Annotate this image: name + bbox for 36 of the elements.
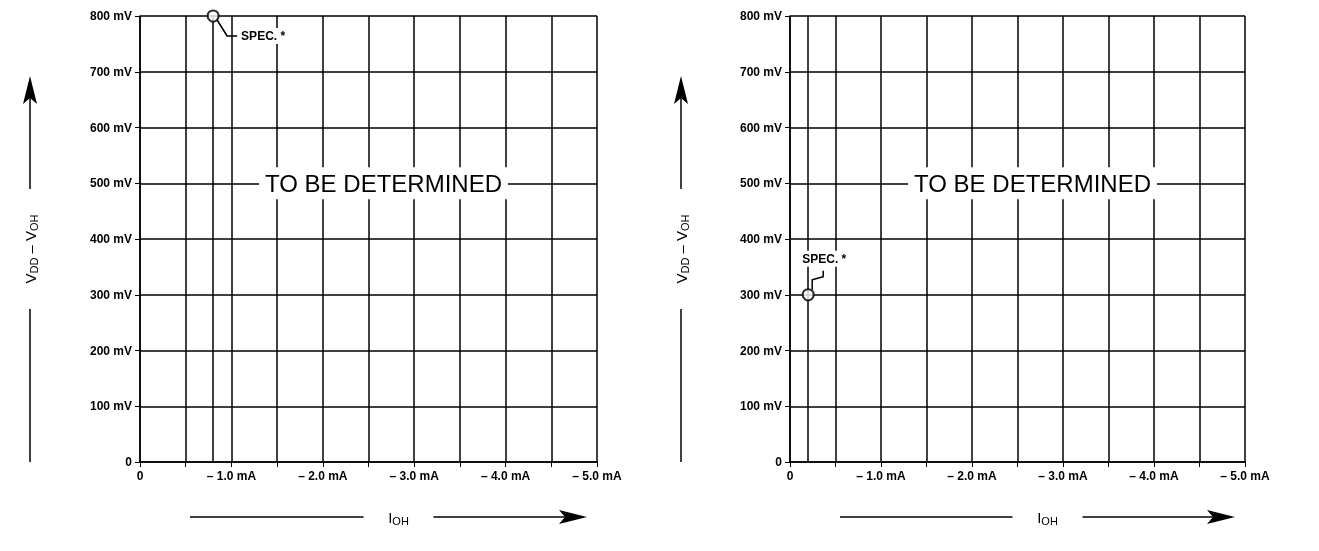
x-tick-label: – 5.0 mA: [572, 469, 623, 483]
annotation: TO BE DETERMINED: [914, 169, 1151, 197]
annotation: SPEC. *: [802, 251, 847, 266]
y-tick-label: 600 mV: [739, 120, 782, 135]
y-tick-label: 400 mV: [739, 232, 782, 246]
y-tick-label: 300 mV: [89, 287, 132, 302]
y-tick-label: 700 mV: [89, 64, 132, 79]
x-tick-label: 0: [786, 469, 794, 483]
annotation: SPEC. *: [241, 29, 286, 43]
x-tick-label: – 3.0 mA: [389, 469, 440, 483]
x-tick-label: – 1.0 mA: [206, 469, 257, 483]
y-axis-title: VDD – VOH: [672, 214, 691, 284]
x-tick-label: – 5.0 mA: [1220, 469, 1271, 483]
annotation: TO BE DETERMINED: [265, 169, 502, 197]
x-tick-label: 0: [136, 469, 144, 483]
y-tick-label: 400 mV: [89, 232, 132, 246]
x-tick-label: – 3.0 mA: [1038, 469, 1089, 483]
y-tick-label: 300 mV: [739, 287, 782, 302]
y-tick-label: 200 mV: [89, 343, 132, 358]
y-tick-label: 0: [775, 455, 783, 469]
x-tick-label: – 4.0 mA: [1129, 469, 1180, 483]
x-tick-label: – 4.0 mA: [480, 469, 531, 483]
y-axis-title: VDD – VOH: [21, 214, 40, 284]
x-tick-label: – 1.0 mA: [856, 469, 907, 483]
y-tick-label: 500 mV: [739, 176, 782, 191]
y-tick-label: 200 mV: [739, 343, 782, 358]
y-tick-label: 800 mV: [89, 9, 132, 23]
y-tick-label: 500 mV: [89, 176, 132, 191]
y-tick-label: 700 mV: [739, 64, 782, 79]
x-tick-label: – 2.0 mA: [947, 469, 998, 483]
y-tick-label: 800 mV: [739, 9, 782, 23]
y-tick-label: 100 mV: [739, 399, 782, 414]
y-tick-label: 100 mV: [89, 399, 132, 414]
y-tick-label: 0: [125, 455, 133, 469]
x-tick-label: – 2.0 mA: [298, 469, 348, 483]
y-tick-label: 600 mV: [89, 120, 132, 135]
